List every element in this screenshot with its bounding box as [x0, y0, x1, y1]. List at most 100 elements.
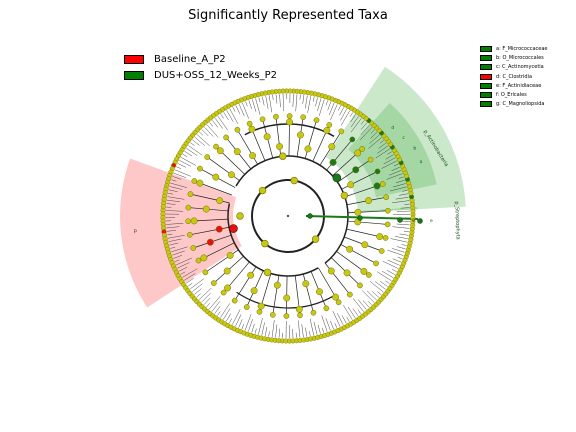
leaf-branch [313, 321, 318, 335]
clade-node [210, 280, 217, 286]
inner-node [340, 191, 349, 200]
clade-node [347, 181, 355, 189]
leaf-branch [360, 120, 365, 125]
clade-node [300, 114, 307, 121]
clade-node [383, 194, 390, 201]
clade-legend-label: d: C_Clostridia [496, 73, 533, 80]
clade-node [346, 245, 354, 253]
clade-node [384, 221, 391, 228]
leaf-branch [238, 319, 243, 328]
leaf-branch [307, 96, 311, 113]
leaf-branch [206, 303, 211, 308]
clade-node [373, 182, 381, 190]
leaf-branch [375, 148, 390, 159]
leaf-branch [192, 139, 200, 146]
clade-node [215, 225, 223, 233]
leaf-branch [330, 104, 338, 121]
leaf-branch [332, 310, 341, 327]
green-biomarker-node [332, 173, 342, 183]
clade-node [385, 207, 391, 214]
clade-node [234, 126, 241, 133]
leaf-branch [369, 134, 380, 144]
leaf-branch [360, 122, 367, 130]
clade-node [243, 304, 250, 310]
clade-node [376, 233, 384, 241]
leaf-branch [352, 308, 359, 316]
clade-node [347, 291, 353, 298]
streptophyta-node [397, 217, 403, 223]
leaf-branch [220, 114, 224, 119]
leaf-branch [305, 327, 308, 337]
clade-swatch [480, 64, 492, 71]
clade-letter: c [402, 136, 405, 141]
leaf-branch [168, 193, 174, 195]
clade-letter: a [420, 160, 423, 165]
leaf-branch [349, 112, 353, 117]
inner-node [263, 268, 272, 277]
leaf-branch [360, 127, 373, 140]
leaf-branch [251, 99, 257, 112]
leaf-branch [390, 238, 408, 243]
leaf-branch [389, 186, 407, 192]
leaf-branch [347, 306, 356, 318]
legend-swatch-green [124, 70, 144, 80]
clade-label-streptophyta: p_Streptophyta [453, 201, 460, 240]
clade-node [273, 281, 281, 289]
leaf-branch [261, 322, 265, 336]
leaf-branch [357, 299, 367, 310]
clade-node [286, 118, 293, 126]
legend-label: DUS+OSS_12_Weeks_P2 [154, 69, 278, 81]
leaf-branch [339, 107, 344, 116]
leaf-branch [168, 238, 182, 242]
clade-legend: a: F_Micrococcaceae b: O_Micrococcales c… [480, 44, 548, 109]
leaf-branch [350, 114, 356, 123]
clade-swatch [480, 54, 492, 61]
leaf-branch [244, 314, 252, 331]
clade-swatch [480, 73, 492, 80]
clade-legend-item: a: F_Micrococcaceae [480, 44, 548, 53]
leaf-branch [174, 259, 180, 262]
leaf-branch [184, 273, 196, 281]
leaf-branch [361, 290, 375, 303]
leaf-branch [172, 176, 182, 180]
leaf-branch [235, 314, 242, 327]
clade-node [361, 241, 369, 249]
clade-node [286, 113, 293, 119]
leaf-branch [275, 94, 278, 104]
leaf-branch [312, 96, 315, 102]
highlight-sectors [119, 66, 466, 308]
clade-swatch [480, 92, 492, 99]
leaf-branch [360, 124, 370, 135]
leaf-branch [350, 116, 359, 128]
leaf-branch [184, 151, 193, 157]
clade-node [313, 117, 320, 124]
streptophyta-node [357, 215, 363, 221]
leaf-branch [292, 94, 294, 108]
leaf-branch [386, 173, 403, 180]
leaf-branch [166, 230, 176, 232]
clade-node [357, 282, 363, 289]
leaf-branch [301, 324, 304, 338]
leaf-branch [196, 293, 201, 298]
leaf-branch [402, 190, 408, 192]
clade-node [196, 179, 204, 187]
clade-branch [272, 275, 280, 315]
leaf-branch [338, 105, 341, 111]
leaf-branch [203, 297, 211, 305]
clade-node [329, 158, 337, 166]
clade-node [226, 252, 234, 259]
leaf-branch [392, 269, 397, 272]
clade-node [354, 208, 362, 216]
leaf-branch [226, 110, 234, 122]
leaf-branch [254, 328, 257, 334]
ring-branch [251, 179, 325, 253]
leaf-branch [396, 210, 410, 212]
clade-node [202, 269, 209, 276]
leaf-branch [319, 99, 325, 116]
leaf-branch [192, 283, 203, 292]
leaf-branch [372, 291, 380, 298]
clade-node [295, 305, 303, 313]
clade-node [256, 308, 263, 315]
leaf-branch [182, 154, 188, 158]
leaf-branch [383, 157, 396, 165]
